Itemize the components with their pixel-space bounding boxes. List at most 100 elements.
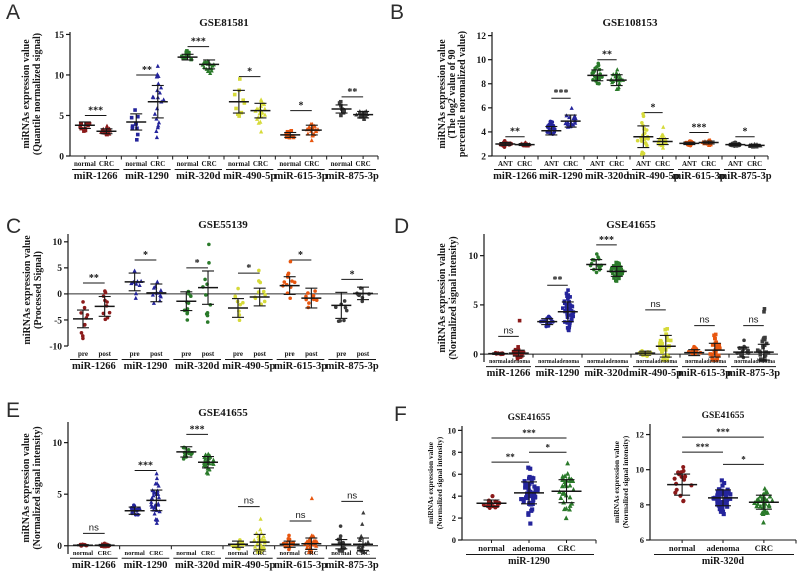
svg-text:-10: -10 <box>49 342 62 352</box>
svg-text:ANT: ANT <box>636 160 651 168</box>
svg-text:**: ** <box>510 127 520 138</box>
svg-text:miR-1290: miR-1290 <box>124 361 168 372</box>
svg-text:GSE41655: GSE41655 <box>606 219 656 231</box>
svg-text:normal: normal <box>538 359 556 365</box>
svg-text:adenoma: adenoma <box>753 359 776 365</box>
svg-text:***: *** <box>692 123 707 134</box>
svg-text:adenoma: adenoma <box>606 359 629 365</box>
svg-text:10: 10 <box>477 56 487 66</box>
svg-text:***: *** <box>191 37 206 48</box>
svg-text:miR-875-3p: miR-875-3p <box>718 171 771 182</box>
svg-text:**: ** <box>89 273 99 284</box>
svg-text:miR-490-5p: miR-490-5p <box>223 171 276 182</box>
svg-text:normal: normal <box>734 359 752 365</box>
svg-text:10: 10 <box>53 439 63 449</box>
svg-text:5: 5 <box>57 491 62 501</box>
svg-text:normal: normal <box>228 550 248 557</box>
svg-text:CRC: CRC <box>99 160 114 168</box>
panel-d-chart: GSE41655 0 5 10 miRNAs expression value (Norm… <box>437 219 780 379</box>
svg-text:(Normalized signal intensity): (Normalized signal intensity) <box>621 435 630 528</box>
svg-text:miRNAs expression value: miRNAs expression value <box>21 39 32 149</box>
svg-text:adenoma: adenoma <box>706 543 740 553</box>
svg-text:-5: -5 <box>54 316 62 326</box>
svg-text:miR-320d: miR-320d <box>176 171 220 182</box>
svg-text:4: 4 <box>481 128 486 138</box>
svg-text:post: post <box>253 350 266 358</box>
svg-text:GSE41655: GSE41655 <box>198 407 248 419</box>
svg-text:0: 0 <box>59 152 64 162</box>
svg-text:miR-1266: miR-1266 <box>493 171 537 182</box>
svg-text:CRC: CRC <box>253 160 268 168</box>
svg-text:miR-320d: miR-320d <box>585 171 629 182</box>
svg-text:0: 0 <box>57 290 62 300</box>
svg-text:10: 10 <box>55 71 65 81</box>
panel-label-f: F <box>394 403 407 426</box>
svg-text:miRNAs expression value: miRNAs expression value <box>437 243 448 353</box>
svg-text:*: * <box>143 250 148 261</box>
svg-text:***: *** <box>522 428 536 438</box>
svg-text:miRNAs expression value: miRNAs expression value <box>22 235 33 345</box>
svg-text:post: post <box>357 350 370 358</box>
svg-text:ANT: ANT <box>682 160 697 168</box>
svg-text:*: * <box>247 67 252 78</box>
svg-text:ns: ns <box>503 325 513 336</box>
svg-text:miR-490-5p: miR-490-5p <box>629 368 682 379</box>
svg-text:miRNAs expression value: miRNAs expression value <box>21 433 32 543</box>
svg-text:adenoma: adenoma <box>557 359 580 365</box>
svg-text:10: 10 <box>469 252 479 262</box>
svg-text:10: 10 <box>53 238 63 248</box>
svg-text:**: ** <box>347 87 357 98</box>
svg-text:ANT: ANT <box>590 160 605 168</box>
svg-text:miR-615-3p: miR-615-3p <box>274 171 327 182</box>
svg-text:CRC: CRC <box>701 160 716 168</box>
svg-text:miR-490-5p: miR-490-5p <box>222 560 275 571</box>
svg-text:miR-1266: miR-1266 <box>72 361 116 372</box>
svg-text:0: 0 <box>473 350 478 360</box>
svg-text:5: 5 <box>473 301 478 311</box>
svg-text:CRC: CRC <box>755 543 773 553</box>
svg-text:GSE41655: GSE41655 <box>702 411 745 421</box>
panel-label-a: A <box>6 1 21 24</box>
svg-text:normal: normal <box>331 550 351 557</box>
svg-text:15: 15 <box>55 31 65 41</box>
svg-text:2: 2 <box>452 513 456 523</box>
svg-text:**: ** <box>602 50 612 61</box>
svg-text:CRC: CRC <box>747 160 762 168</box>
svg-text:miR-615-3p: miR-615-3p <box>678 368 731 379</box>
svg-text:normal: normal <box>669 543 696 553</box>
panel-label-c: C <box>6 215 22 238</box>
svg-text:CRC: CRC <box>356 160 371 168</box>
svg-text:miR-320d: miR-320d <box>584 368 628 379</box>
panel-e-chart: GSE41655 0 5 10 miRNAs expression value (Norm… <box>21 407 379 571</box>
svg-text:miRNAs expression value: miRNAs expression value <box>612 440 621 523</box>
svg-text:CRC: CRC <box>253 550 267 557</box>
svg-text:post: post <box>150 350 163 358</box>
svg-text:12: 12 <box>636 430 645 440</box>
svg-text:*: * <box>299 101 304 112</box>
svg-text:**: ** <box>553 275 563 286</box>
svg-text:pre: pre <box>233 350 243 358</box>
svg-text:*: * <box>743 127 748 138</box>
svg-text:miR-320d: miR-320d <box>175 361 219 372</box>
svg-text:6: 6 <box>452 469 456 479</box>
svg-text:miR-875-3p: miR-875-3p <box>727 368 780 379</box>
svg-text:normal: normal <box>74 160 96 168</box>
svg-text:(The log2 value of 90: (The log2 value of 90 <box>447 50 458 139</box>
svg-text:post: post <box>202 350 215 358</box>
svg-text:miR-1290: miR-1290 <box>539 171 583 182</box>
svg-text:*: * <box>651 103 656 114</box>
svg-text:GSE41655: GSE41655 <box>508 413 551 423</box>
svg-text:***: *** <box>554 88 569 99</box>
svg-text:normal: normal <box>125 160 147 168</box>
svg-text:miR-320d: miR-320d <box>175 560 219 571</box>
svg-text:(Quantile normalized signal): (Quantile normalized signal) <box>32 33 43 155</box>
svg-text:post: post <box>305 350 318 358</box>
svg-text:pre: pre <box>285 350 295 358</box>
svg-text:normal: normal <box>279 160 301 168</box>
svg-text:adenoma: adenoma <box>704 359 727 365</box>
svg-text:normal: normal <box>636 359 654 365</box>
svg-text:GSE108153: GSE108153 <box>602 17 658 29</box>
svg-text:miR-490-5p: miR-490-5p <box>222 361 275 372</box>
svg-text:miR-1290: miR-1290 <box>125 171 169 182</box>
svg-text:CRC: CRC <box>150 160 165 168</box>
